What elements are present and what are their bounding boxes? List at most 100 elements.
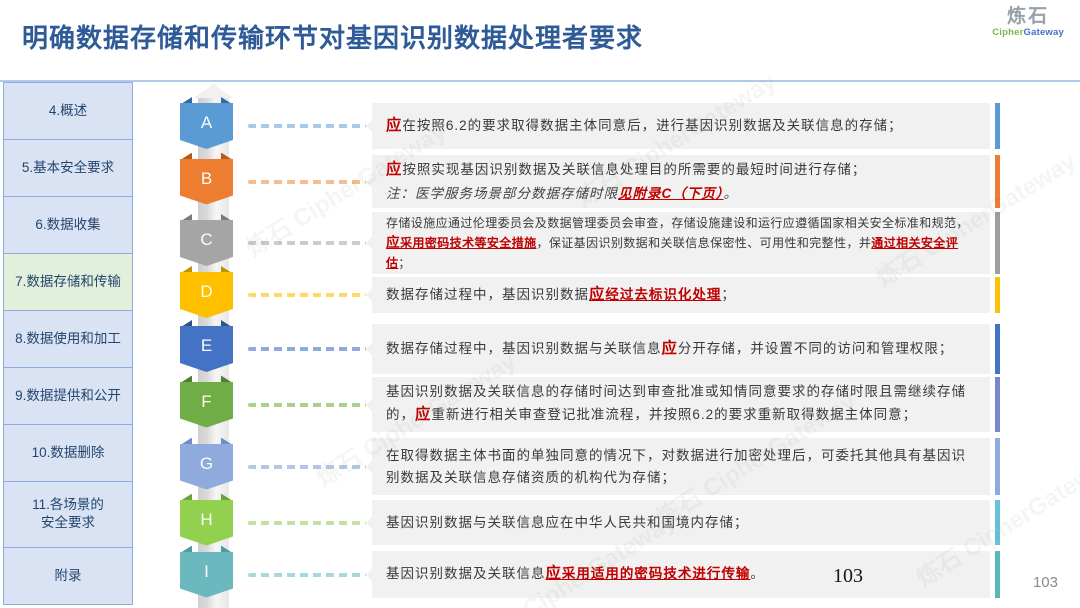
accent-bar-E xyxy=(995,324,1000,374)
ribbon-face xyxy=(180,326,233,372)
step-letter: C xyxy=(200,230,213,249)
connector-dashed-line xyxy=(248,124,366,128)
requirement-text: 应按照实现基因识别数据及关联信息处理目的所需要的最短时间进行存储； xyxy=(386,158,976,183)
connector-dashed-line xyxy=(248,464,366,469)
text-segment: 在按照6.2的要求取得数据主体同意后，进行基因识别数据及关联信息的存储； xyxy=(402,117,903,133)
emphasis-segment: 采用适用的密码技术进行传输 xyxy=(561,566,751,582)
requirement-text: 在取得数据主体书面的单独同意的情况下，对数据进行加密处理后，可委托其他具有基因识… xyxy=(386,445,976,488)
sidebar-item-6[interactable]: 9.数据提供和公开 xyxy=(4,366,133,424)
text-segment: 数据存储过程中，基因识别数据与关联信息 xyxy=(386,340,662,356)
ribbon-face xyxy=(180,103,233,149)
sidebar-item-8[interactable]: 11.各场景的 安全要求 xyxy=(4,480,133,547)
text-segment: 基因识别数据及关联信息 xyxy=(386,566,546,582)
step-letter: B xyxy=(200,168,213,188)
ribbon-fold-left xyxy=(181,97,192,104)
ribbon-fold-right xyxy=(221,266,232,273)
requirement-text: 基因识别数据及关联信息的存储时间达到审查批准或知情同意要求的存储时限且需继续存储… xyxy=(386,381,976,427)
sidebar-item-1[interactable]: 4.概述 xyxy=(4,82,133,139)
logo-gateway: Gateway xyxy=(1023,26,1064,38)
sidebar-item-5[interactable]: 8.数据使用和加工 xyxy=(4,309,133,367)
text-segment: 数据存储过程中，基因识别数据 xyxy=(386,286,589,302)
requirement-text: 数据存储过程中，基因识别数据与关联信息应分开存储，并设置不同的访问和管理权限； xyxy=(386,337,976,362)
text-segment: 在取得数据主体书面的单独同意的情况下，对数据进行加密处理后，可委托其他具有基因识… xyxy=(386,447,966,485)
requirement-text: 基因识别数据与关联信息应在中华人民共和国境内存储； xyxy=(386,512,976,534)
step-letter: G xyxy=(199,453,214,473)
requirement-box-F: 基因识别数据及关联信息的存储时间达到审查批准或知情同意要求的存储时限且需继续存储… xyxy=(366,377,990,432)
ribbon-fold-right xyxy=(221,320,232,327)
requirement-box-D: 数据存储过程中，基因识别数据应经过去标识化处理； xyxy=(366,277,990,313)
requirement-box-I: 基因识别数据及关联信息应采用适用的密码技术进行传输。 xyxy=(366,551,990,598)
header-divider xyxy=(0,80,1080,82)
emphasis-segment: 应 xyxy=(386,161,403,179)
requirement-box-E: 数据存储过程中，基因识别数据与关联信息应分开存储，并设置不同的访问和管理权限； xyxy=(366,324,990,374)
requirement-text: 存储设施应通过伦理委员会及数据管理委员会审查，存储设施建设和运行应遵循国家相关安… xyxy=(386,214,976,272)
accent-bar-G xyxy=(995,438,1000,495)
emphasis-segment: 见附录C（下页） xyxy=(618,186,724,202)
emphasis-segment: 应 xyxy=(661,339,678,357)
sidebar-item-4[interactable]: 7.数据存储和传输 xyxy=(4,252,133,310)
emphasis-segment: 应 xyxy=(415,405,432,423)
step-ribbon-B: B xyxy=(180,152,233,205)
logo-en-text: CipherGateway xyxy=(992,26,1064,38)
ribbon-fold-right xyxy=(221,97,232,104)
accent-bar-D xyxy=(995,277,1000,313)
requirement-text: 注：医学服务场景部分数据存储时限见附录C（下页）。 xyxy=(386,183,976,205)
step-ribbon-F: F xyxy=(180,375,233,428)
requirement-text: 应在按照6.2的要求取得数据主体同意后，进行基因识别数据及关联信息的存储； xyxy=(386,114,976,139)
emphasis-segment: 应 xyxy=(589,285,606,303)
text-segment: 重新进行相关审查登记批准流程，并按照6.2的要求重新取得数据主体同意； xyxy=(431,406,918,422)
requirement-text: 基因识别数据及关联信息应采用适用的密码技术进行传输。 xyxy=(386,562,976,587)
company-logo: 炼石 CipherGateway xyxy=(992,6,1064,38)
text-segment: 。 xyxy=(750,566,765,582)
accent-bar-F xyxy=(995,377,1000,432)
text-segment: 基因识别数据与关联信息应在中华人民共和国境内存储； xyxy=(386,514,749,530)
step-letter: D xyxy=(200,282,213,301)
page-number-inline: 103 xyxy=(833,565,863,587)
ribbon-fold-left xyxy=(181,493,192,501)
connector-dashed-line xyxy=(248,179,366,184)
connector-dashed-line xyxy=(248,347,366,351)
emphasis-segment: 应 xyxy=(545,565,562,583)
ribbon-fold-left xyxy=(181,545,192,553)
logo-cn-text: 炼石 xyxy=(1007,6,1050,27)
emphasis-segment: 采用密码技术等安全措施 xyxy=(400,236,537,251)
ribbon-fold-left xyxy=(181,320,192,327)
page-number-corner: 103 xyxy=(1032,574,1058,591)
connector-dashed-line xyxy=(248,402,366,407)
logo-cipher: Cipher xyxy=(992,26,1024,38)
emphasis-segment: 通过相关安全评估 xyxy=(386,236,959,270)
ribbon-fold-left xyxy=(181,214,192,221)
text-segment: 基因识别数据及关联信息的存储时间达到审查批准或知情同意要求的存储时限且需继续存储… xyxy=(386,384,966,422)
section-nav-sidebar: 4.概述 5.基本安全要求 6.数据收集 7.数据存储和传输 8.数据使用和加工 9.数据… xyxy=(3,82,133,605)
connector-dashed-line xyxy=(248,520,366,525)
ribbon-face xyxy=(180,220,233,266)
text-segment: 。 xyxy=(723,186,738,202)
step-ribbon-A: A xyxy=(180,97,233,149)
text-segment: 注：医学服务场景部分数据存储时限 xyxy=(386,186,618,202)
ribbon-fold-right xyxy=(221,375,232,383)
ribbon-fold-right xyxy=(221,152,232,160)
ribbon-fold-right xyxy=(221,214,232,221)
requirement-box-G: 在取得数据主体书面的单独同意的情况下，对数据进行加密处理后，可委托其他具有基因识… xyxy=(366,438,990,495)
text-segment: 分开存储，并设置不同的访问和管理权限； xyxy=(677,340,954,356)
ribbon-fold-left xyxy=(181,437,192,445)
sidebar-item-2[interactable]: 5.基本安全要求 xyxy=(4,138,133,196)
step-letter: A xyxy=(200,113,213,132)
accent-bar-C xyxy=(995,212,1000,274)
step-ribbon-E: E xyxy=(180,320,233,372)
sidebar-item-3[interactable]: 6.数据收集 xyxy=(4,195,133,253)
emphasis-segment: 应 xyxy=(386,116,403,134)
sidebar-item-7[interactable]: 10.数据删除 xyxy=(4,423,133,481)
connector-dashed-line xyxy=(248,572,366,577)
step-ribbon-H: H xyxy=(180,493,233,546)
step-ribbon-G: G xyxy=(180,437,233,490)
ribbon-fold-left xyxy=(181,375,192,383)
page-title: 明确数据存储和传输环节对基因识别数据处理者要求 xyxy=(22,23,644,53)
ribbon-face xyxy=(180,444,233,490)
step-letter: H xyxy=(200,509,213,529)
ribbon-face xyxy=(180,552,233,598)
emphasis-segment: 经过去标识化处理 xyxy=(605,286,722,302)
sidebar-item-9[interactable]: 附录 xyxy=(4,546,133,605)
connector-dashed-line xyxy=(248,241,366,245)
text-segment: ； xyxy=(398,255,411,270)
